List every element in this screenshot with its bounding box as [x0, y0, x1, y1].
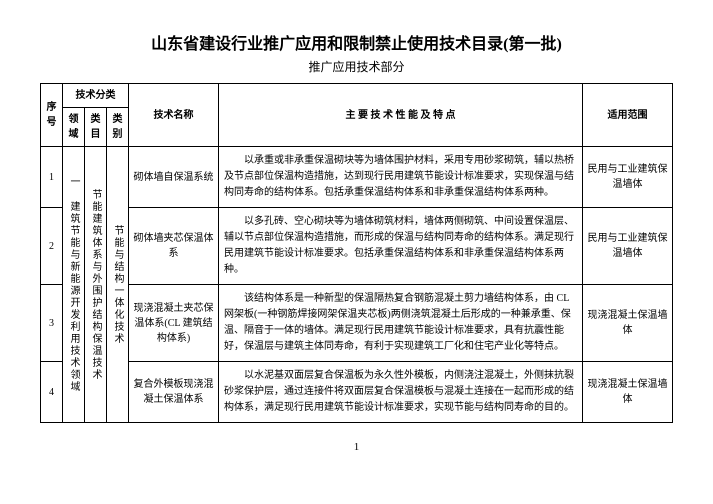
cell-name: 现浇混凝土夹芯保温体系(CL 建筑结构体系)	[129, 285, 219, 362]
cell-type: 节能与结构一体化技术	[107, 147, 129, 423]
cell-desc: 以多孔砖、空心砌块等为墙体砌筑材料，墙体两侧砌筑、中间设置保温层、辅以节点部位保…	[219, 208, 583, 285]
th-techcat: 技术分类	[63, 84, 129, 108]
page-number: 1	[40, 441, 673, 453]
cell-domain: 一 建筑节能与新能源开发利用技术领域	[63, 147, 85, 423]
th-domain: 领域	[63, 108, 85, 147]
th-techname: 技术名称	[129, 84, 219, 147]
cell-desc: 以水泥基双面层复合保温板为永久性外模板，内侧浇注混凝土，外侧抹抗裂砂浆保护层，通…	[219, 362, 583, 423]
table-row: 4 复合外模板现浇混凝土保温体系 以水泥基双面层复合保温板为永久性外模板，内侧浇…	[41, 362, 673, 423]
doc-title: 山东省建设行业推广应用和限制禁止使用技术目录(第一批)	[40, 30, 673, 54]
cell-category: 节能建筑体系与外围护结构保温技术	[85, 147, 107, 423]
cell-scope: 现浇混凝土保温墙体	[583, 285, 673, 362]
th-scope: 适用范围	[583, 84, 673, 147]
cell-seq: 1	[41, 147, 63, 208]
th-category: 类目	[85, 108, 107, 147]
cell-name: 砌体墙夹芯保温体系	[129, 208, 219, 285]
cell-scope: 民用与工业建筑保温墙体	[583, 208, 673, 285]
cell-desc: 以承重或非承重保温砌块等为墙体围护材料，采用专用砂浆砌筑，辅以热桥及节点部位保温…	[219, 147, 583, 208]
th-seq: 序号	[41, 84, 63, 147]
cell-name: 复合外模板现浇混凝土保温体系	[129, 362, 219, 423]
table-row: 2 砌体墙夹芯保温体系 以多孔砖、空心砌块等为墙体砌筑材料，墙体两侧砌筑、中间设…	[41, 208, 673, 285]
table-row: 1 一 建筑节能与新能源开发利用技术领域 节能建筑体系与外围护结构保温技术 节能…	[41, 147, 673, 208]
cell-scope: 民用与工业建筑保温墙体	[583, 147, 673, 208]
cell-seq: 4	[41, 362, 63, 423]
cell-scope: 现浇混凝土保温墙体	[583, 362, 673, 423]
cell-name: 砌体墙自保温系统	[129, 147, 219, 208]
header-row-1: 序号 技术分类 技术名称 主 要 技 术 性 能 及 特 点 适用范围	[41, 84, 673, 108]
tech-table: 序号 技术分类 技术名称 主 要 技 术 性 能 及 特 点 适用范围 领域 类…	[40, 83, 673, 423]
th-type: 类别	[107, 108, 129, 147]
doc-subtitle: 推广应用技术部分	[40, 58, 673, 75]
th-features: 主 要 技 术 性 能 及 特 点	[219, 84, 583, 147]
cell-seq: 3	[41, 285, 63, 362]
table-row: 3 现浇混凝土夹芯保温体系(CL 建筑结构体系) 该结构体系是一种新型的保温隔热…	[41, 285, 673, 362]
cell-seq: 2	[41, 208, 63, 285]
cell-desc: 该结构体系是一种新型的保温隔热复合钢筋混凝土剪力墙结构体系，由 CL 网架板(一…	[219, 285, 583, 362]
